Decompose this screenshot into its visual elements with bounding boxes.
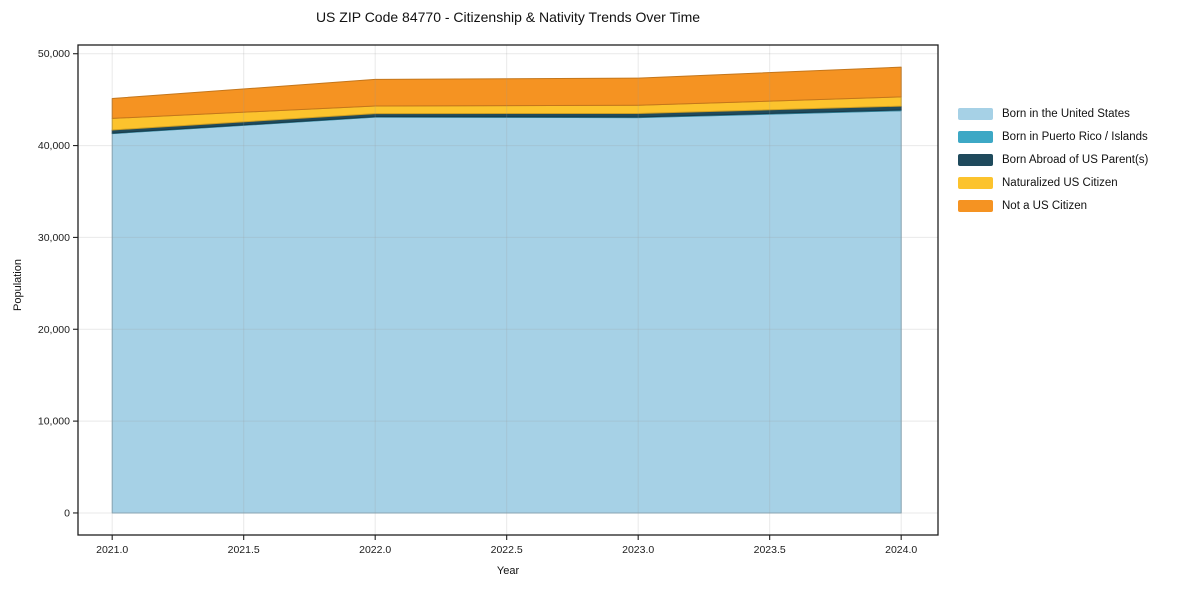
x-tick-label: 2023.0 bbox=[622, 544, 654, 556]
chart-title: US ZIP Code 84770 - Citizenship & Nativi… bbox=[315, 9, 701, 25]
x-tick-label: 2021.0 bbox=[96, 544, 128, 556]
y-tick-label: 0 bbox=[64, 507, 70, 519]
legend-swatch bbox=[958, 153, 993, 166]
x-tick-label: 2022.0 bbox=[359, 544, 391, 556]
legend-item: Born Abroad of US Parent(s) bbox=[958, 148, 1148, 171]
legend-label: Not a US Citizen bbox=[1002, 199, 1088, 212]
legend-label: Born Abroad of US Parent(s) bbox=[1002, 153, 1149, 166]
legend-swatch bbox=[958, 130, 993, 143]
legend-item: Born in Puerto Rico / Islands bbox=[958, 125, 1148, 148]
legend-swatch bbox=[958, 107, 993, 120]
legend: Born in the United States Born in Puerto … bbox=[958, 102, 1148, 217]
legend-item: Naturalized US Citizen bbox=[958, 171, 1148, 194]
x-tick-label: 2022.5 bbox=[491, 544, 523, 556]
legend-swatch bbox=[958, 199, 993, 212]
y-tick-label: 10,000 bbox=[38, 416, 70, 428]
legend-swatch bbox=[958, 176, 993, 189]
x-axis-label: Year bbox=[496, 565, 520, 577]
y-tick-label: 40,000 bbox=[38, 140, 70, 152]
x-tick-label: 2021.5 bbox=[228, 544, 260, 556]
axes-spines bbox=[77, 44, 939, 536]
legend-label: Naturalized US Citizen bbox=[1002, 176, 1118, 189]
area-series-4 bbox=[111, 66, 902, 119]
legend-label: Born in Puerto Rico / Islands bbox=[1002, 130, 1148, 143]
legend-item: Born in the United States bbox=[958, 102, 1148, 125]
y-tick-label: 50,000 bbox=[38, 48, 70, 60]
y-tick-label: 30,000 bbox=[38, 232, 70, 244]
x-tick-label: 2023.5 bbox=[754, 544, 786, 556]
legend-label: Born in the United States bbox=[1002, 107, 1130, 120]
x-tick-label: 2024.0 bbox=[885, 544, 917, 556]
y-tick-label: 20,000 bbox=[38, 324, 70, 336]
legend-item: Not a US Citizen bbox=[958, 194, 1148, 217]
